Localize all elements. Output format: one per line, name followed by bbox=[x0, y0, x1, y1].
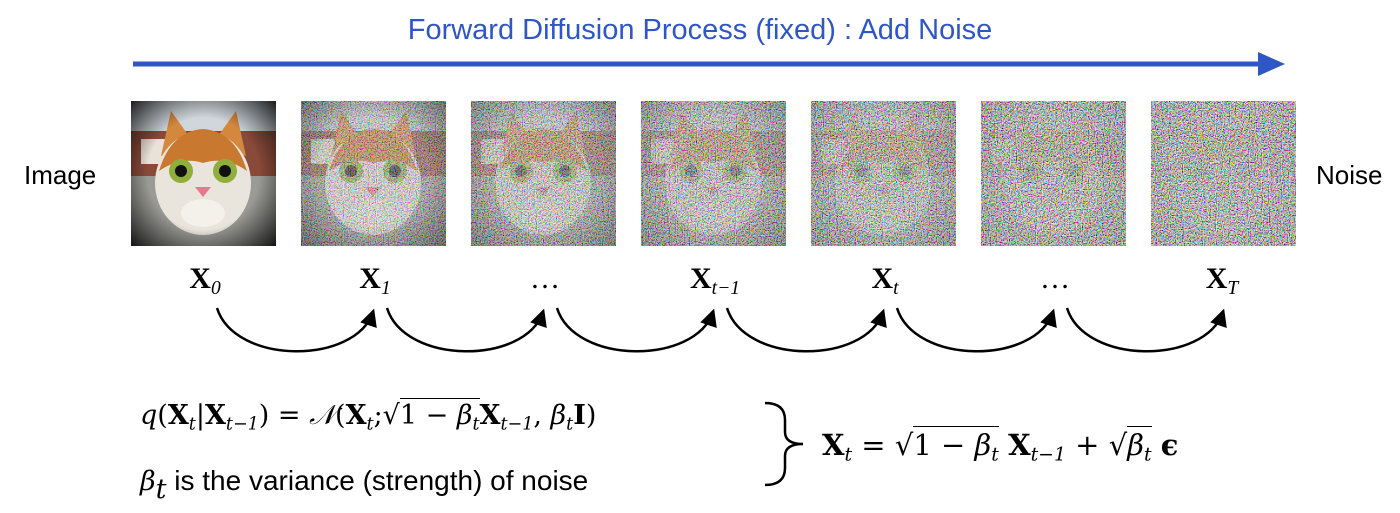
variance-note: βt is the variance (strength) of noise bbox=[140, 465, 588, 505]
step-symbol: X bbox=[359, 262, 381, 295]
transition-arc bbox=[385, 307, 547, 353]
transition-arc bbox=[725, 307, 887, 353]
formula-part: β bbox=[456, 400, 473, 431]
step-subscript: t−1 bbox=[711, 277, 740, 299]
formula-part: β bbox=[1127, 428, 1144, 462]
formula-part: I bbox=[573, 400, 586, 431]
step-label: X0 bbox=[145, 262, 265, 300]
formula-part: √ bbox=[894, 428, 914, 462]
formula-part: t bbox=[366, 414, 374, 435]
right-label: Noise bbox=[1316, 160, 1383, 190]
formula-part: √ bbox=[1108, 428, 1128, 462]
formula-part: t bbox=[566, 414, 574, 435]
formula-part: t−1 bbox=[1030, 444, 1066, 466]
formula-part: t bbox=[188, 414, 196, 435]
title: Forward Diffusion Process (fixed) : Add … bbox=[407, 14, 993, 46]
formula-part: √ bbox=[382, 400, 400, 431]
formula-part: t bbox=[1143, 444, 1152, 466]
step-subscript: 0 bbox=[210, 277, 221, 299]
image-6 bbox=[1151, 101, 1296, 246]
formula-part: ; bbox=[373, 400, 383, 431]
formula-part: ϵ bbox=[1160, 428, 1179, 462]
transition-arc bbox=[555, 307, 717, 353]
formula-part: X bbox=[345, 400, 367, 431]
formula-part: 1 − bbox=[913, 428, 975, 462]
image-5 bbox=[981, 101, 1126, 246]
brace bbox=[764, 401, 804, 487]
formula-part: ) bbox=[258, 400, 270, 431]
formula-part: ( bbox=[157, 400, 168, 431]
forward-formula: q(Xt|Xt−1) = 𝒩(Xt;√1 − βtXt−1, βtI) bbox=[140, 398, 597, 435]
formula-part: t−1 bbox=[225, 414, 259, 435]
step-symbol: X bbox=[690, 262, 712, 295]
formula-part: X bbox=[1008, 428, 1031, 462]
image-3 bbox=[641, 101, 786, 246]
step-symbol: … bbox=[530, 262, 560, 295]
formula-part: t bbox=[472, 414, 480, 435]
formula-part: X bbox=[479, 400, 501, 431]
transition-arc bbox=[895, 307, 1057, 353]
step-label: Xt bbox=[825, 262, 945, 300]
step-symbol: X bbox=[871, 262, 894, 295]
step-subscript: t bbox=[893, 277, 899, 299]
formula-part: β bbox=[550, 400, 567, 431]
formula-part: X bbox=[822, 428, 845, 462]
transition-arc bbox=[215, 307, 377, 353]
formula-part: t−1 bbox=[500, 414, 534, 435]
formula-part: t bbox=[844, 444, 853, 466]
step-subscript: T bbox=[1227, 277, 1239, 299]
formula-part: t bbox=[991, 444, 999, 466]
formula-part: , bbox=[533, 400, 551, 431]
step-label: Xt−1 bbox=[655, 262, 775, 300]
step-label: X1 bbox=[315, 262, 435, 300]
formula-part: = bbox=[269, 400, 310, 431]
formula-part: 1 − bbox=[399, 400, 457, 431]
formula-part: 𝒩 bbox=[309, 400, 336, 431]
formula-part: is the variance (strength) of noise bbox=[174, 465, 589, 496]
formula-part: q bbox=[140, 400, 158, 431]
image-2 bbox=[471, 101, 616, 246]
image-1 bbox=[301, 101, 446, 246]
step-formula: Xt = √1 − βt Xt−1 + √βt ϵ bbox=[822, 426, 1179, 466]
step-symbol: X bbox=[1205, 262, 1228, 295]
formula-part: | bbox=[195, 400, 205, 431]
formula-part: = bbox=[852, 428, 895, 462]
formula-part: X bbox=[167, 400, 189, 431]
step-label: … bbox=[485, 262, 605, 296]
formula-part: β bbox=[974, 428, 992, 462]
forward-arrowhead bbox=[1258, 52, 1285, 76]
formula-part: X bbox=[204, 400, 226, 431]
image-4 bbox=[811, 101, 956, 246]
step-label: … bbox=[995, 262, 1115, 296]
step-subscript: 1 bbox=[380, 277, 391, 299]
image-0 bbox=[131, 101, 276, 246]
formula-part: + bbox=[1065, 428, 1109, 462]
formula-part: ) bbox=[585, 400, 597, 431]
formula-part: t bbox=[155, 474, 167, 506]
step-symbol: … bbox=[1040, 262, 1070, 295]
step-label: XT bbox=[1162, 262, 1282, 300]
left-label: Image bbox=[24, 160, 97, 190]
formula-part: β bbox=[140, 466, 156, 497]
step-symbol: X bbox=[189, 262, 211, 295]
transition-arc bbox=[1065, 307, 1227, 353]
formula-part: ( bbox=[335, 400, 346, 431]
